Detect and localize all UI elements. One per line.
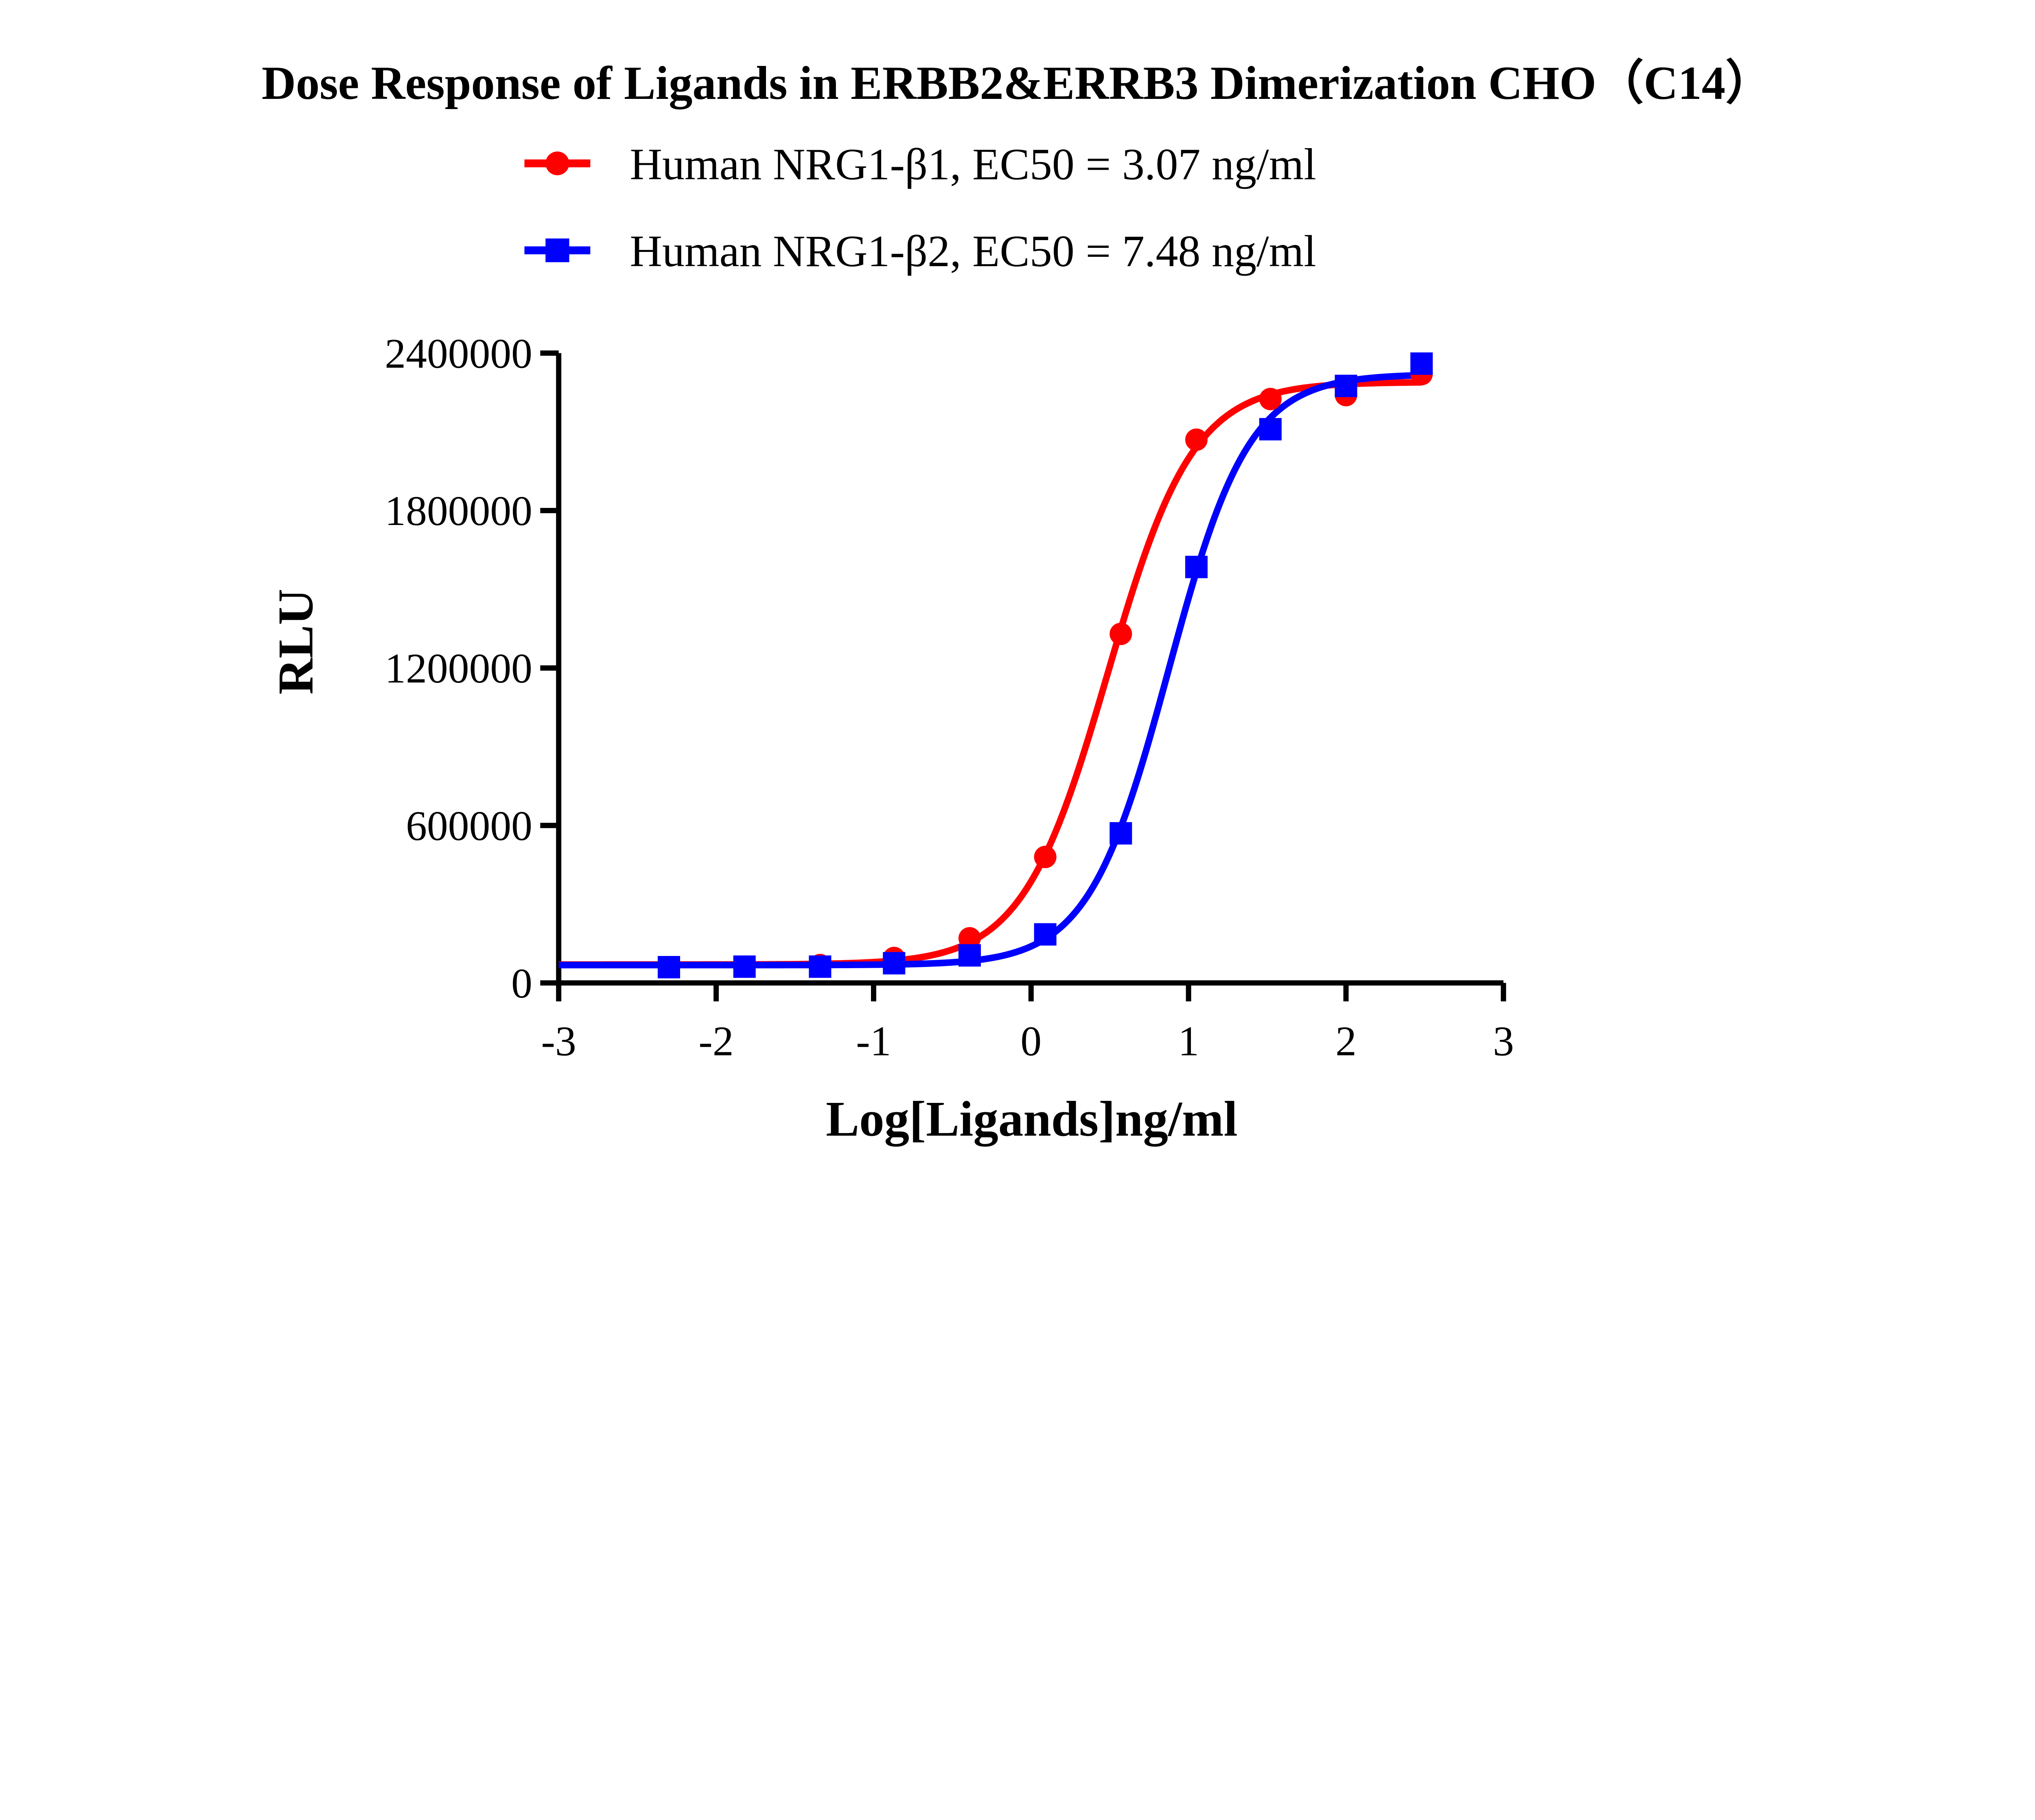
data-point-series-0	[1185, 428, 1208, 451]
plot-area	[558, 352, 1433, 978]
axes: -3 -2 -1 0 1 2 3 0 600000 1200000 1800000 2400000	[385, 330, 1514, 1065]
chart-title: Dose Response of Ligands in ERBB2&ERRB3 …	[262, 57, 1773, 109]
data-point-series-1	[1335, 374, 1357, 397]
y-tick-label: 600000	[406, 803, 532, 849]
data-point-series-1	[1185, 556, 1208, 578]
fit-curve-series-0	[558, 379, 1422, 968]
y-axis-label: RLU	[267, 589, 323, 695]
legend-entry-series-1: Human NRG1-β2, EC50 = 7.48 ng/ml	[524, 226, 1316, 276]
y-tick-label: 0	[511, 960, 532, 1007]
data-point-series-1	[658, 956, 681, 978]
x-tick-label: 2	[1335, 1018, 1357, 1065]
data-point-series-1	[1109, 822, 1132, 845]
fit-curve-series-1	[558, 372, 1422, 969]
data-point-series-0	[1259, 387, 1282, 411]
y-tick-label: 1200000	[385, 645, 532, 692]
data-point-series-0	[1034, 846, 1057, 868]
x-tick-label: -3	[541, 1018, 576, 1065]
data-point-series-1	[1410, 352, 1433, 375]
legend-marker-series-0	[545, 151, 569, 175]
x-tick-label: 0	[1020, 1018, 1042, 1065]
legend-label-series-1: Human NRG1-β2, EC50 = 7.48 ng/ml	[630, 226, 1316, 276]
dose-response-chart: Dose Response of Ligands in ERBB2&ERRB3 …	[262, 57, 1773, 1147]
legend: Human NRG1-β1, EC50 = 3.07 ng/ml Human N…	[524, 139, 1316, 276]
data-point-series-1	[958, 944, 981, 967]
y-tick-label: 2400000	[385, 330, 532, 377]
x-axis-label: Log[Ligands]ng/ml	[826, 1091, 1238, 1147]
data-point-series-0	[958, 927, 981, 950]
data-point-series-1	[1259, 418, 1282, 441]
y-tick-label: 1800000	[385, 488, 532, 534]
legend-entry-series-0: Human NRG1-β1, EC50 = 3.07 ng/ml	[524, 139, 1316, 189]
x-tick-label: 3	[1493, 1018, 1514, 1065]
data-point-series-1	[1034, 923, 1057, 946]
legend-label-series-0: Human NRG1-β1, EC50 = 3.07 ng/ml	[630, 139, 1316, 189]
data-point-series-1	[883, 952, 906, 975]
x-tick-label: 1	[1178, 1018, 1199, 1065]
x-tick-label: -2	[698, 1018, 733, 1065]
data-point-series-1	[733, 955, 756, 978]
x-tick-label: -1	[856, 1018, 891, 1065]
legend-marker-series-1	[545, 238, 569, 262]
data-point-series-0	[1109, 623, 1132, 645]
data-point-series-1	[809, 955, 832, 978]
